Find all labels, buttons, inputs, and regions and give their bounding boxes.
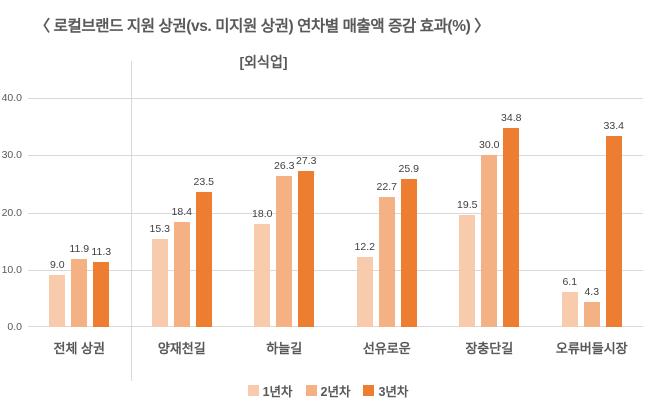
bar-1년차: 12.2 [355, 241, 375, 327]
gridline-y10 [28, 270, 643, 271]
gridline-y20 [28, 213, 643, 214]
bar-value-label: 23.5 [193, 176, 214, 188]
legend-swatch [363, 384, 375, 396]
bar-value-label: 11.3 [91, 246, 112, 258]
bar-2년차: 30.0 [479, 139, 499, 327]
y-axis-tick-label: 40.0 [1, 92, 22, 104]
legend-label: 3년차 [378, 384, 409, 399]
legend-label: 1년차 [262, 384, 293, 399]
bar-1년차: 15.3 [150, 223, 170, 327]
category-label: 장충단길 [465, 341, 514, 356]
bar-group: 15.3 18.4 23.5 [150, 176, 214, 327]
bar-value-label: 30.0 [479, 139, 500, 151]
bar-value-label: 34.8 [501, 112, 522, 124]
bar-3년차: 33.4 [604, 120, 624, 327]
bar-value-label: 18.4 [171, 206, 192, 218]
y-axis-tick-label: 0.0 [7, 321, 22, 333]
legend-label: 2년차 [320, 384, 351, 399]
bar-3년차: 23.5 [194, 176, 214, 327]
bar-1년차: 18.0 [252, 208, 272, 327]
bar-group: 9.0 11.9 11.3 [49, 243, 111, 327]
y-axis-tick-label: 10.0 [1, 264, 22, 276]
bar-1년차: 6.1 [561, 276, 578, 327]
legend-swatch [247, 384, 259, 396]
bar-group: 6.1 4.3 33.4 [561, 120, 624, 327]
category-label: 하늘길 [266, 341, 303, 356]
category-separator-line [131, 61, 132, 381]
bar-value-label: 4.3 [584, 286, 600, 298]
category-label: 양재천길 [157, 341, 206, 356]
gridline-y0 [28, 326, 643, 327]
bar-value-label: 9.0 [49, 259, 65, 271]
bar-2년차: 26.3 [274, 160, 294, 327]
legend-swatch [305, 384, 317, 396]
bar-value-label: 22.7 [376, 181, 397, 193]
category-label: 선유로운 [362, 341, 411, 356]
bar-1년차: 9.0 [49, 259, 66, 327]
bar-value-label: 19.5 [457, 199, 478, 211]
bar-value-label: 26.3 [274, 160, 295, 172]
bar-2년차: 11.9 [69, 243, 89, 327]
bar-3년차: 11.3 [91, 246, 111, 327]
bar-3년차: 27.3 [296, 155, 316, 327]
bar-value-label: 6.1 [562, 276, 578, 288]
legend-item-2년차: 2년차 [305, 381, 351, 400]
category-label: 전체 상권 [53, 341, 105, 356]
bar-2년차: 18.4 [172, 206, 192, 327]
plot-area: 0.0 10.0 20.0 30.0 40.0 9.0 11.9 11.3 전체 상권 15.3 1… [2, 61, 643, 381]
chart-subtitle: [외식업] [239, 54, 288, 70]
y-axis-tick-label: 30.0 [1, 149, 22, 161]
bar-group: 18.0 26.3 27.3 [252, 155, 316, 327]
bar-2년차: 22.7 [377, 181, 397, 327]
legend-item-1년차: 1년차 [247, 381, 293, 400]
bar-value-label: 18.0 [252, 208, 273, 220]
bar-value-label: 25.9 [398, 163, 419, 175]
category-label: 오류버들시장 [555, 341, 628, 356]
bar-3년차: 34.8 [501, 112, 521, 327]
legend: 1년차 2년차 3년차 [28, 381, 628, 399]
bar-value-label: 15.3 [149, 223, 170, 235]
chart-title: 〈 로컬브랜드 지원 상권(vs. 미지원 상권) 연차별 매출액 증감 효과(… [34, 18, 490, 35]
bar-2년차: 4.3 [583, 286, 600, 327]
bar-3년차: 25.9 [399, 163, 419, 327]
legend-item-3년차: 3년차 [363, 381, 408, 400]
bar-group: 12.2 22.7 25.9 [355, 163, 419, 327]
gridline-y40 [28, 98, 643, 99]
bar-value-label: 27.3 [296, 155, 317, 167]
bar-value-label: 11.9 [69, 243, 90, 255]
gridline-y30 [28, 155, 643, 156]
bar-value-label: 12.2 [354, 241, 375, 253]
y-axis-tick-label: 20.0 [1, 207, 22, 219]
bar-group: 19.5 30.0 34.8 [457, 112, 521, 327]
bar-1년차: 19.5 [457, 199, 477, 327]
bar-value-label: 33.4 [603, 120, 624, 132]
